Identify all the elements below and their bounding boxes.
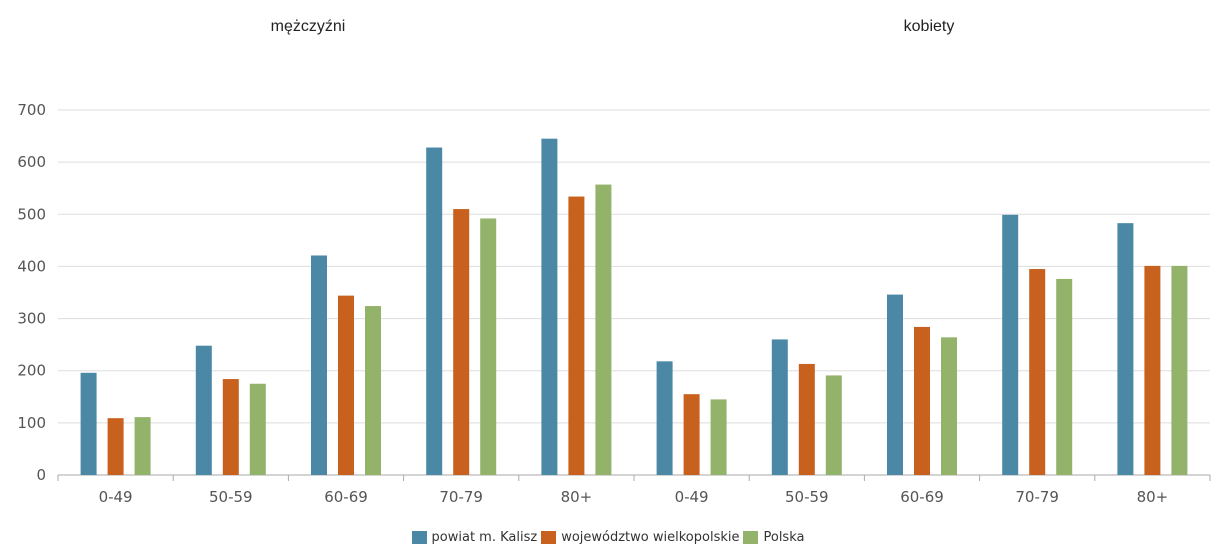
bar-kalisz	[1002, 214, 1019, 476]
bar-polska	[365, 306, 381, 475]
bar-kalisz	[426, 147, 443, 476]
y-tick-label: 700	[17, 101, 46, 119]
legend-item[interactable]: powiat m. Kalisz	[411, 530, 538, 545]
x-tick-label: 60-69	[900, 488, 944, 506]
y-tick-label: 600	[17, 153, 46, 171]
bar-kalisz	[541, 138, 558, 475]
bar-polska	[825, 375, 842, 475]
legend-label: Polska	[763, 530, 805, 545]
bar-chart: 0 100 200 300 400 500 600 700 0-49 50-59 60-69 70-7…	[17, 101, 1211, 506]
bar-wielkopolskie	[798, 363, 815, 475]
x-tick-label: 50-59	[785, 488, 829, 506]
y-tick-label: 400	[17, 257, 46, 275]
y-tick-label: 100	[17, 414, 46, 432]
bar-polska	[941, 337, 957, 475]
bar-kalisz	[887, 294, 903, 475]
bar-kalisz	[656, 361, 673, 475]
bar-wielkopolskie	[1029, 269, 1046, 475]
x-tick-label: 70-79	[1015, 488, 1059, 506]
bar-wielkopolskie	[914, 326, 930, 475]
bar-polska	[134, 417, 151, 475]
x-tick-label: 0-49	[675, 488, 709, 506]
bar-kalisz	[1117, 223, 1134, 475]
legend-swatch	[541, 531, 557, 544]
chart-legend: powiat m. Kalisz województwo wielkopolski…	[0, 530, 1216, 545]
legend-swatch	[743, 531, 759, 544]
bar-wielkopolskie	[683, 394, 700, 475]
legend-label: województwo wielkopolskie	[561, 530, 740, 545]
bar-polska	[249, 383, 266, 475]
bar-kalisz	[311, 255, 327, 475]
bar-kalisz	[80, 372, 97, 475]
legend-item[interactable]: województwo wielkopolskie	[541, 530, 739, 545]
bar-polska	[710, 399, 727, 475]
x-tick-label: 50-59	[209, 488, 253, 506]
legend-item[interactable]: Polska	[743, 530, 804, 545]
legend-swatch	[411, 531, 427, 544]
bar-kalisz	[195, 345, 212, 475]
y-tick-label: 200	[17, 362, 46, 380]
x-tick-label: 80+	[1137, 488, 1169, 506]
bar-wielkopolskie	[107, 418, 124, 475]
bar-wielkopolskie	[453, 209, 470, 476]
bar-wielkopolskie	[222, 379, 239, 475]
bar-wielkopolskie	[1144, 265, 1161, 475]
bar-polska	[1056, 278, 1073, 475]
group-title-women: kobiety	[903, 18, 955, 35]
legend-label: powiat m. Kalisz	[431, 530, 538, 545]
bar-polska	[1171, 265, 1188, 475]
bar-polska	[480, 218, 497, 475]
y-tick-label: 500	[17, 205, 46, 223]
group-title-men: mężczyźni	[270, 18, 346, 35]
x-tick-label: 60-69	[324, 488, 368, 506]
bar-wielkopolskie	[338, 295, 354, 475]
x-tick-label: 70-79	[439, 488, 483, 506]
bar-kalisz	[771, 339, 788, 475]
bar-polska	[595, 184, 612, 476]
bar-wielkopolskie	[568, 196, 585, 476]
y-tick-label: 0	[36, 466, 46, 484]
x-tick-label: 80+	[561, 488, 593, 506]
y-tick-label: 300	[17, 310, 46, 328]
x-tick-label: 0-49	[99, 488, 133, 506]
